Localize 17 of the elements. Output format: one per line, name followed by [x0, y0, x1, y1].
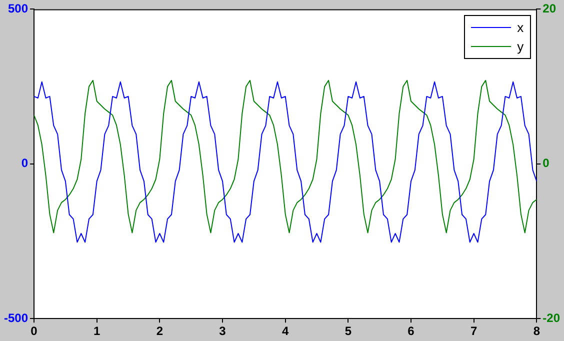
x-tick-label: 2	[156, 324, 164, 338]
x-tick-label: 6	[408, 324, 415, 338]
x-tick-label: 1	[94, 324, 101, 338]
legend-label: y	[517, 39, 524, 54]
y-tick-label: -500	[4, 310, 28, 325]
x-tick-label: 5	[344, 324, 352, 338]
x-tick-label: 7	[470, 324, 478, 338]
legend-label: x	[517, 20, 524, 36]
x-tick-label: 0	[30, 324, 38, 338]
y2-tick-label: 0	[542, 156, 550, 170]
y2-tick-label: 20	[542, 2, 556, 16]
x-tick-label: 3	[219, 324, 226, 338]
y2-tick-label: -20	[542, 310, 560, 325]
y-tick-label: 500	[8, 2, 28, 16]
y-tick-label: 0	[21, 156, 28, 170]
x-tick-label: 4	[282, 324, 289, 338]
x-tick-label: 8	[533, 324, 540, 338]
